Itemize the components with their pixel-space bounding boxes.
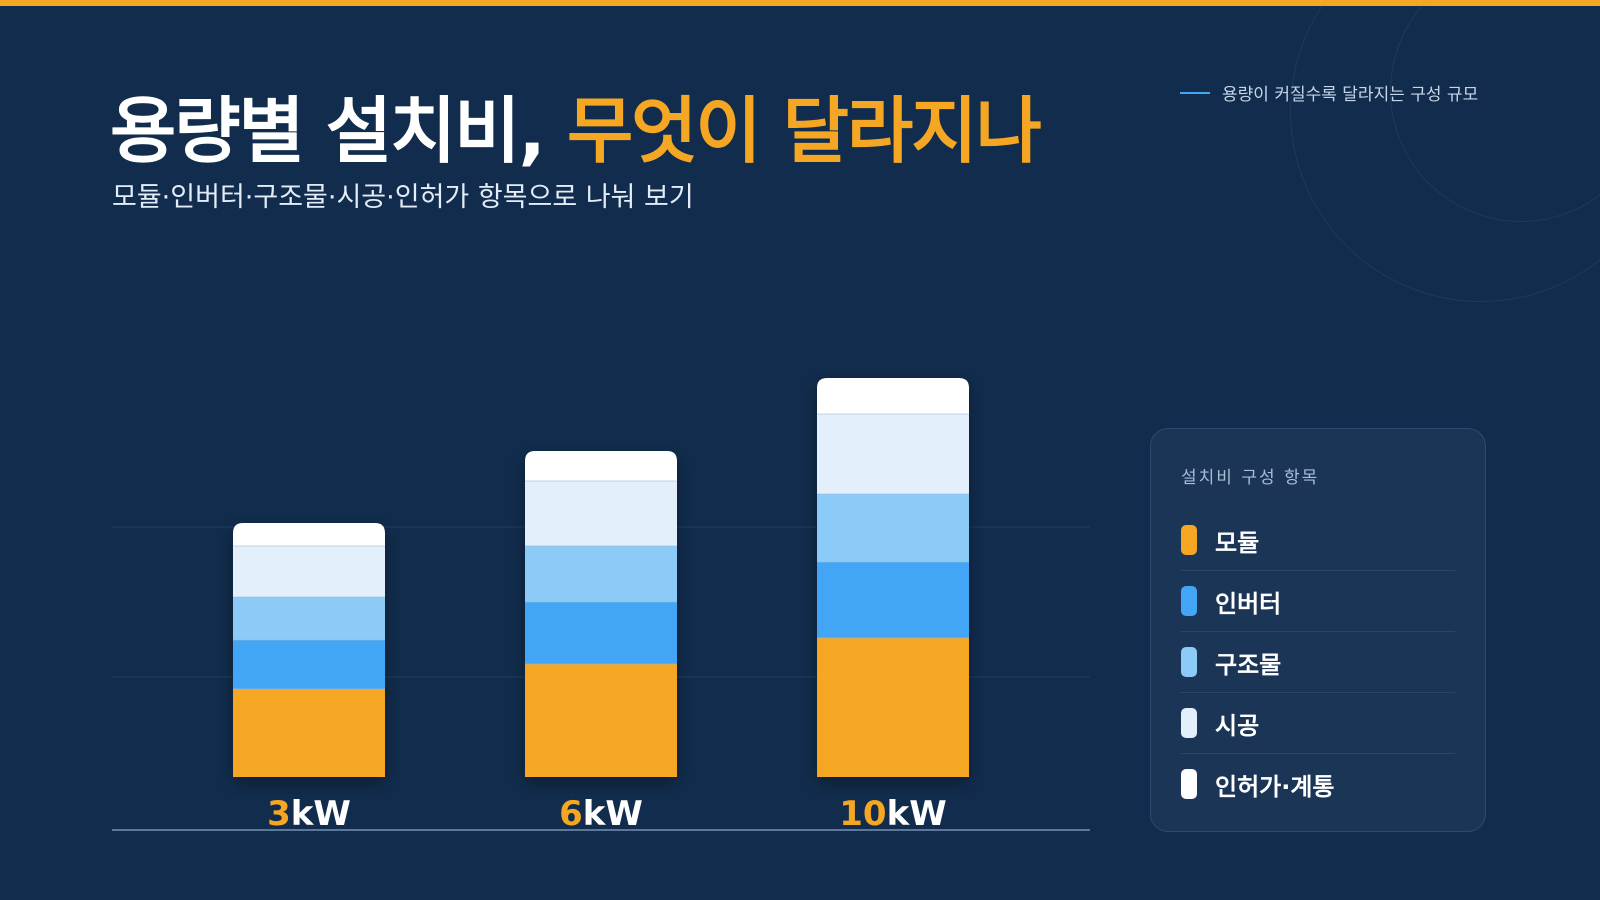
note-text: 용량이 커질수록 달라지는 구성 규모 (1222, 85, 1479, 105)
legend-label: 구조물 (1215, 650, 1282, 679)
category-label: 3kW (267, 794, 351, 834)
legend-panel: 설치비 구성 항목 모듈 인버터 구조물 시공 인허가·계통 (1150, 428, 1486, 832)
title-main: 용량별 설치비, (110, 89, 567, 173)
bar-segment (525, 451, 677, 481)
legend-swatch (1181, 525, 1197, 555)
page-subtitle: 모듈·인버터·구조물·시공·인허가 항목으로 나눠 보기 (112, 182, 694, 213)
title-accent: 무엇이 달라지나 (566, 89, 1042, 173)
note-line (1180, 91, 1210, 94)
category-number: 10 (839, 794, 886, 834)
top-note: 용량이 커질수록 달라지는 구성 규모 (1180, 80, 1478, 105)
bar-segment (817, 414, 969, 494)
bar-segment (817, 638, 969, 777)
category-label: 6kW (559, 794, 643, 834)
category-unit: kW (583, 794, 643, 834)
legend-label: 모듈 (1215, 528, 1260, 557)
legend-title: 설치비 구성 항목 (1181, 468, 1320, 488)
category-label: 10kW (839, 794, 946, 834)
category-unit: kW (291, 794, 351, 834)
bar-segment (525, 481, 677, 546)
bar-segment (233, 546, 385, 597)
bar-segment (817, 562, 969, 638)
legend-label: 인허가·계통 (1215, 772, 1335, 801)
legend-label: 시공 (1215, 711, 1260, 740)
legend-item-structure: 구조물 (1181, 632, 1455, 693)
bar-segment (817, 494, 969, 562)
legend-swatch (1181, 647, 1197, 677)
legend-swatch (1181, 586, 1197, 616)
bar-segment (233, 523, 385, 546)
bar-segment (233, 640, 385, 689)
bar-segment (525, 664, 677, 777)
category-unit: kW (887, 794, 947, 834)
legend-label: 인버터 (1215, 589, 1282, 618)
stacked-bar-chart: 3kW 6kW 10kW (112, 378, 1090, 834)
bar-segment (525, 602, 677, 664)
legend-item-permit: 인허가·계통 (1181, 754, 1455, 814)
category-number: 6 (559, 794, 583, 834)
top-accent-bar (0, 0, 1600, 6)
bar-segment (233, 689, 385, 777)
category-number: 3 (267, 794, 291, 834)
bar-segment (233, 597, 385, 640)
legend-item-inverter: 인버터 (1181, 571, 1455, 632)
bar-segment (817, 378, 969, 414)
page-title: 용량별 설치비, 무엇이 달라지나 (110, 72, 1042, 177)
legend-swatch (1181, 769, 1197, 799)
legend-swatch (1181, 708, 1197, 738)
legend-item-module: 모듈 (1181, 510, 1455, 571)
bar-segment (525, 546, 677, 602)
legend-item-construction: 시공 (1181, 693, 1455, 754)
